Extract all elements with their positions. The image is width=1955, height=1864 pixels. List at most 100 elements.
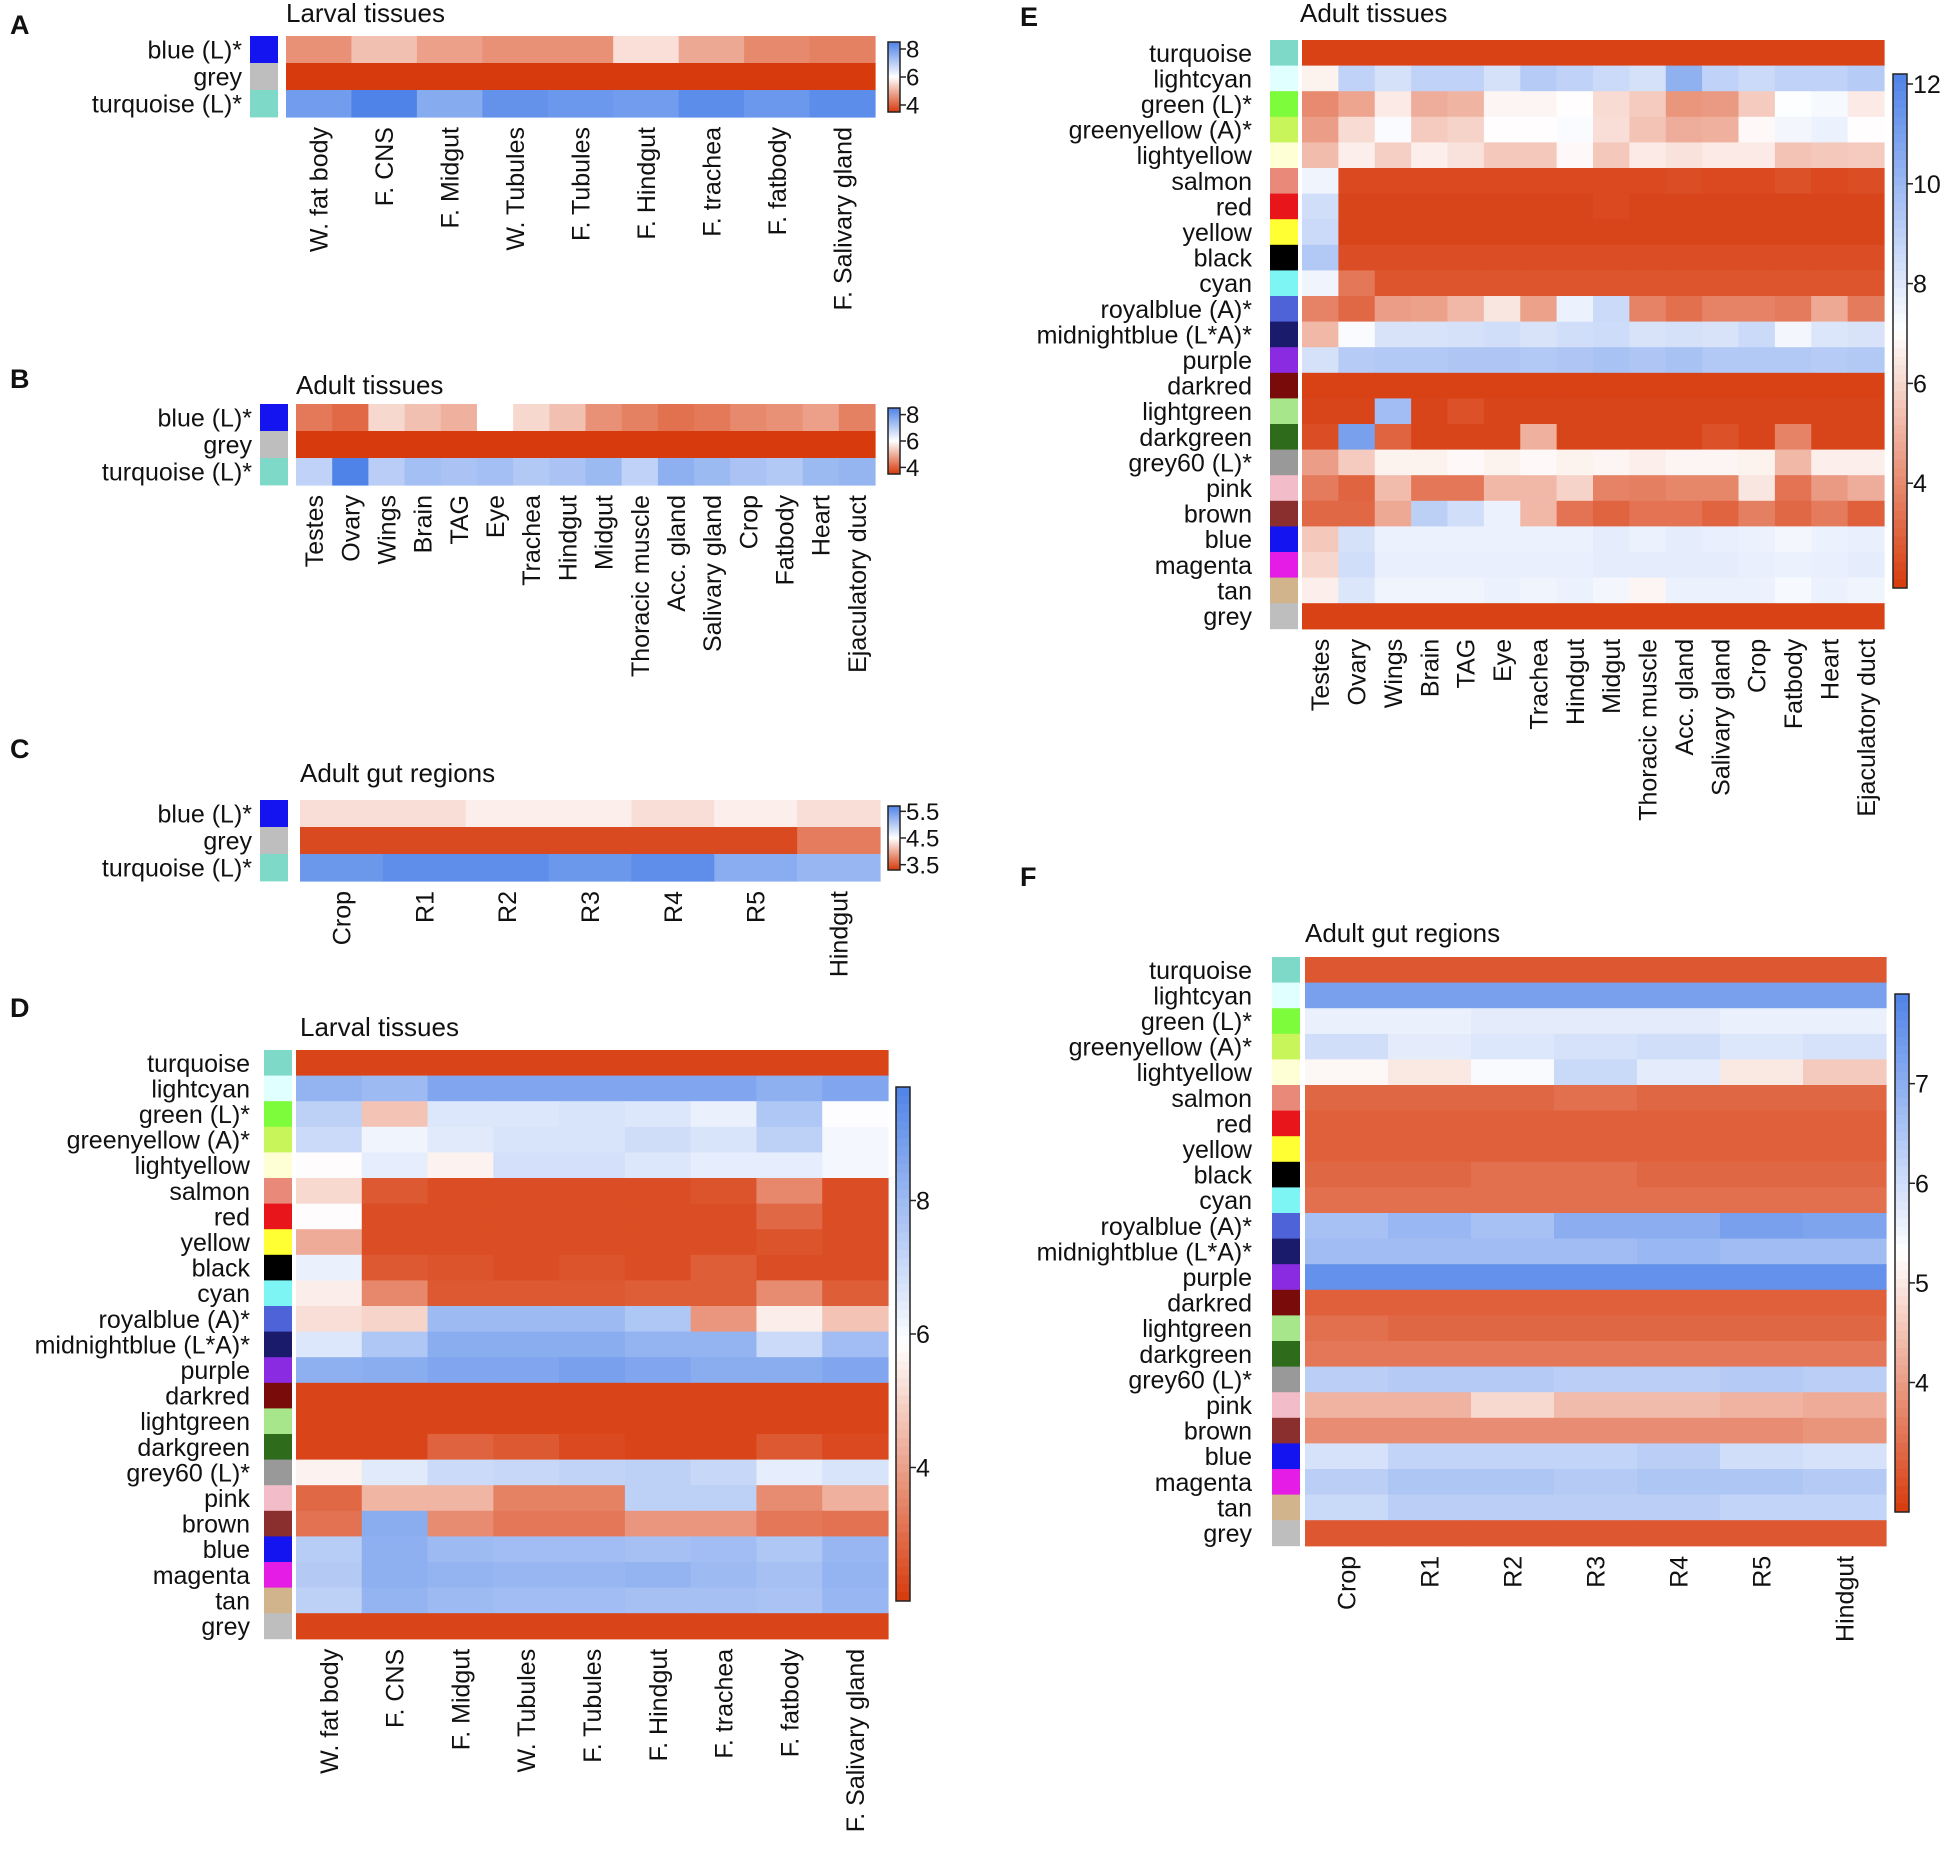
heatmap-cell: [1411, 500, 1449, 527]
heatmap-cell: [1665, 424, 1703, 451]
row-label: red: [1216, 1110, 1252, 1138]
legend-gradient-segment: [896, 1403, 910, 1414]
legend-gradient-segment: [888, 94, 900, 97]
heatmap-cell: [1811, 552, 1849, 579]
row-label: grey60 (L)*: [126, 1459, 250, 1487]
heatmap-cell: [797, 854, 881, 882]
legend-gradient-segment: [896, 1181, 910, 1191]
legend-gradient-segment: [888, 44, 900, 46]
heatmap-cell: [482, 36, 549, 64]
heatmap-cell: [1447, 424, 1485, 451]
row-label: tan: [1217, 577, 1252, 605]
heatmap-cell: [1483, 526, 1521, 553]
heatmap-cell: [690, 1203, 758, 1230]
legend-gradient-segment: [888, 415, 900, 418]
legend-gradient-segment: [1893, 108, 1907, 118]
heatmap-cell: [1702, 296, 1740, 323]
heatmap-cell: [1338, 603, 1376, 630]
heatmap-cell: [1374, 372, 1412, 399]
heatmap-cell: [1803, 1341, 1887, 1368]
row-label: midnightblue (L*A)*: [35, 1331, 251, 1359]
heatmap-cell: [1738, 424, 1776, 451]
heatmap-cell: [1374, 193, 1412, 220]
heatmap-cell: [756, 1075, 823, 1102]
heatmap-cell: [756, 1485, 823, 1512]
legend-tick-label: 4: [916, 1454, 930, 1482]
row-label: grey60 (L)*: [1128, 1366, 1252, 1394]
legend-gradient-segment: [1895, 1296, 1909, 1306]
legend-gradient-segment: [888, 818, 900, 821]
legend-gradient-segment: [888, 60, 900, 63]
legend-gradient-segment: [1895, 1287, 1909, 1297]
heatmap-cell: [624, 1306, 692, 1333]
column-label: F. fatbody: [776, 1648, 804, 1757]
legend-gradient-segment: [888, 448, 900, 451]
heatmap-cell: [1593, 219, 1630, 246]
column-label: R3: [1583, 1556, 1611, 1588]
row-label: blue: [1205, 1443, 1252, 1471]
legend-gradient-segment: [1895, 1408, 1909, 1418]
row-label: blue: [203, 1536, 250, 1564]
heatmap-cell: [690, 1331, 758, 1358]
legend-gradient-segment: [1895, 1192, 1909, 1202]
heatmap-cell: [296, 1510, 363, 1537]
heatmap-cell: [1629, 526, 1667, 553]
heatmap-cell: [1520, 424, 1558, 451]
heatmap-cell: [361, 1229, 429, 1256]
heatmap-cell: [1554, 1494, 1638, 1521]
heatmap-cell: [1302, 116, 1339, 143]
heatmap-cell: [1637, 1341, 1721, 1368]
heatmap-cell: [1702, 577, 1740, 604]
heatmap-cell: [1556, 244, 1594, 271]
heatmap-cell: [1338, 40, 1376, 67]
heatmap-cell: [714, 827, 798, 855]
module-color-swatch: [1270, 116, 1298, 143]
heatmap-cell: [1520, 321, 1558, 348]
heatmap-cell: [1305, 1161, 1389, 1188]
heatmap-cell: [1388, 1494, 1472, 1521]
heatmap-cell: [730, 458, 768, 486]
panel-letter: C: [10, 734, 30, 764]
row-label: salmon: [169, 1178, 250, 1206]
legend-gradient-segment: [888, 86, 900, 88]
heatmap-cell: [296, 1075, 363, 1102]
heatmap-cell: [1338, 116, 1376, 143]
legend-gradient-segment: [1893, 425, 1907, 435]
heatmap-cell: [624, 1203, 692, 1230]
heatmap-cell: [624, 1152, 692, 1179]
heatmap-cell: [1847, 65, 1885, 92]
heatmap-cell: [513, 431, 550, 459]
module-color-swatch: [1270, 219, 1298, 246]
heatmap-cell: [1803, 1008, 1887, 1035]
heatmap-cell: [1520, 372, 1558, 399]
legend-gradient-segment: [888, 435, 900, 438]
heatmap-cell: [427, 1434, 494, 1461]
legend-gradient-segment: [1895, 1399, 1909, 1409]
heatmap-cell: [1520, 296, 1558, 323]
heatmap-cell: [427, 1382, 494, 1409]
heatmap-cell: [756, 1229, 823, 1256]
legend-gradient-segment: [888, 412, 900, 414]
legend-gradient-segment: [888, 443, 900, 445]
legend-gradient-segment: [888, 808, 900, 810]
row-label: grey60 (L)*: [1128, 449, 1252, 477]
module-color-swatch: [1270, 372, 1298, 399]
heatmap-cell: [1702, 168, 1740, 195]
legend-gradient-segment: [888, 851, 900, 854]
legend-gradient-segment: [888, 852, 900, 855]
heatmap-cell: [690, 1229, 758, 1256]
heatmap-cell: [361, 1178, 429, 1205]
legend-gradient-segment: [888, 848, 900, 851]
legend-gradient-segment: [896, 1275, 910, 1285]
legend-gradient-segment: [1895, 1347, 1909, 1358]
heatmap-cell: [1702, 193, 1740, 220]
heatmap-cell: [1447, 321, 1485, 348]
heatmap-cell: [1520, 193, 1558, 220]
column-label: Midgut: [591, 495, 619, 570]
heatmap-cell: [1374, 168, 1412, 195]
heatmap-cell: [1411, 526, 1449, 553]
module-color-swatch: [1272, 1366, 1300, 1393]
heatmap-cell: [1447, 244, 1485, 271]
heatmap-cell: [1483, 424, 1521, 451]
heatmap-cell: [1593, 40, 1630, 67]
